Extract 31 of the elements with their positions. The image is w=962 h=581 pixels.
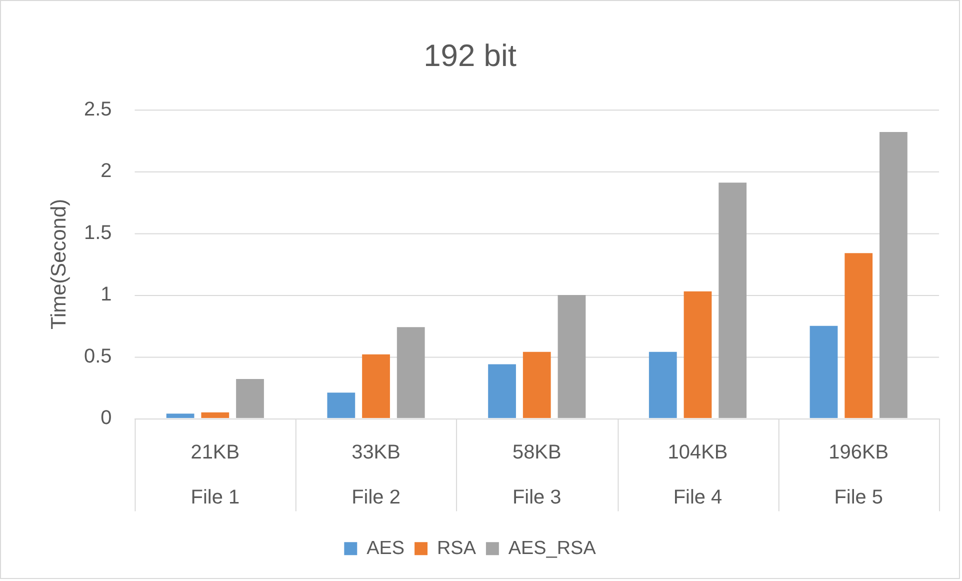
x-tick-label: 33KB File 2	[352, 441, 400, 508]
x-tick-label: 104KB File 4	[668, 441, 728, 508]
legend-label: AES	[366, 538, 405, 559]
bar	[488, 364, 516, 418]
bar	[327, 392, 356, 418]
y-tick-label: 2	[100, 160, 112, 182]
y-tick-label: 1	[100, 284, 112, 306]
bar	[844, 253, 873, 418]
y-tick-label: 2.5	[84, 98, 112, 120]
y-tick-label: 0	[100, 407, 112, 430]
bar	[201, 412, 230, 418]
x-tick-label: 58KB File 3	[512, 441, 562, 508]
bar	[236, 379, 264, 418]
bar	[684, 291, 712, 418]
chart-title: 192 bit	[424, 38, 517, 73]
x-tick-label: 21KB File 1	[190, 441, 240, 508]
legend-label: RSA	[436, 538, 476, 559]
bar	[362, 354, 390, 418]
y-axis-title: Time(Second)	[47, 198, 70, 330]
bar	[522, 352, 551, 418]
y-tick-label: 0.5	[84, 345, 112, 368]
legend-label: AES_RSA	[508, 538, 596, 559]
bar	[880, 132, 908, 418]
bar	[810, 326, 838, 418]
bar	[396, 327, 425, 418]
x-tick-label: 196KB File 5	[828, 441, 889, 508]
y-tick-label: 1.5	[84, 222, 112, 244]
bar	[558, 295, 586, 418]
bar	[166, 414, 194, 418]
bar	[648, 352, 677, 418]
bar	[718, 182, 747, 418]
